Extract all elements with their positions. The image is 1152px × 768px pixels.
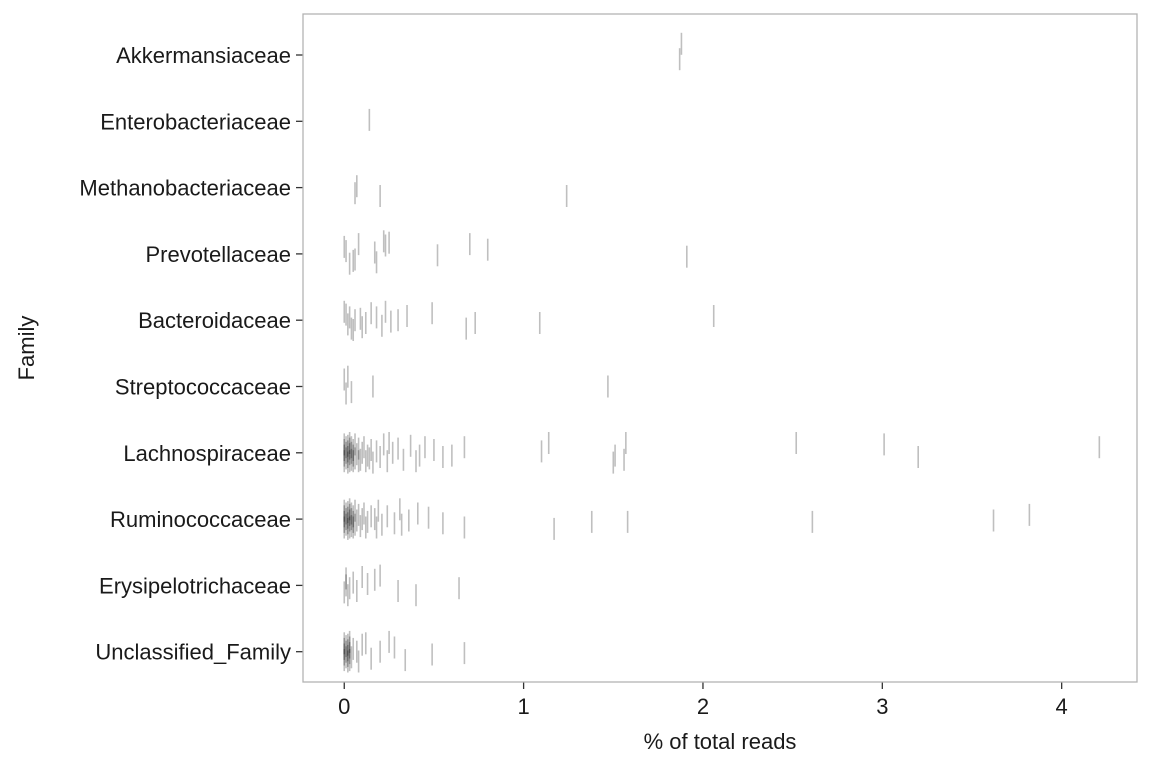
y-tick-label: Bacteroidaceae [138,308,291,333]
y-tick-label: Streptococcaceae [115,375,291,400]
plot-panel-border [302,13,1138,683]
y-tick-label: Ruminococcaceae [110,507,291,532]
x-tick-label: 4 [1056,694,1068,719]
x-tick-label: 2 [697,694,709,719]
x-tick-label: 1 [517,694,529,719]
data-marks [343,32,1101,673]
x-axis: 0 1 2 3 4 [338,682,1068,719]
y-tick-label: Unclassified_Family [95,640,291,665]
x-tick-label: 3 [876,694,888,719]
y-tick-label: Erysipelotrichaceae [99,573,291,598]
x-tick-label: 0 [338,694,350,719]
y-tick-label: Prevotellaceae [145,242,291,267]
y-axis-title: Family [14,316,39,381]
x-axis-title: % of total reads [644,729,797,754]
y-tick-label: Akkermansiaceae [116,43,291,68]
y-tick-label: Enterobacteriaceae [100,109,291,134]
y-axis: Akkermansiaceae Enterobacteriaceae Methano… [79,43,303,665]
y-tick-label: Methanobacteriaceae [79,176,291,201]
y-tick-label: Lachnospiraceae [123,441,291,466]
